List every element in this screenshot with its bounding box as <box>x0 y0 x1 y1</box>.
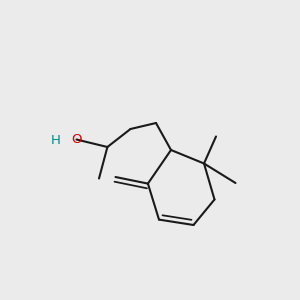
Text: O: O <box>71 133 82 146</box>
Text: H: H <box>51 134 60 148</box>
